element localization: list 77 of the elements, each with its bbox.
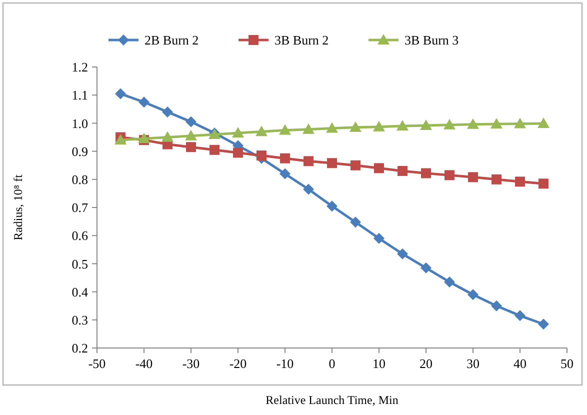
point [468, 289, 478, 300]
point [444, 118, 456, 130]
y-tick-label: 0.8 [72, 172, 88, 187]
point [350, 121, 362, 132]
y-tick-label: 1.2 [72, 60, 88, 75]
y-tick-label: 0.6 [72, 228, 88, 244]
point [538, 117, 550, 128]
point [186, 116, 196, 128]
x-tick-label: 30 [466, 356, 480, 371]
point [374, 163, 384, 174]
x-tick-label: -30 [182, 356, 200, 371]
point [492, 174, 502, 184]
point [186, 142, 196, 152]
point [210, 144, 220, 155]
point [162, 106, 173, 118]
point [374, 232, 384, 244]
point [350, 160, 360, 170]
point [280, 168, 290, 180]
point [396, 120, 408, 131]
point [256, 150, 266, 161]
point [138, 132, 150, 144]
x-tick-label: -50 [88, 356, 106, 371]
point [114, 134, 126, 145]
point [397, 248, 408, 260]
point [538, 178, 548, 189]
point [514, 118, 526, 128]
x-tick-label: -20 [229, 356, 247, 371]
x-tick-label: 50 [560, 356, 574, 371]
point [115, 88, 126, 100]
point [304, 156, 314, 166]
x-tick-label: -40 [135, 356, 153, 371]
x-tick-label: -10 [276, 356, 294, 371]
legend-label: 2B Burn 2 [144, 32, 199, 48]
point [538, 318, 549, 330]
point [491, 300, 502, 312]
x-tick-label: 0 [328, 356, 336, 371]
y-tick-label: 0.5 [72, 256, 88, 272]
point [420, 262, 432, 274]
point [490, 118, 502, 129]
y-tick-label: 0.4 [72, 284, 88, 300]
point [373, 120, 385, 132]
point [138, 96, 150, 108]
point [420, 119, 432, 130]
point [467, 118, 479, 129]
point [280, 153, 290, 164]
point [326, 200, 338, 212]
x-tick-label: 10 [372, 356, 386, 371]
y-tick-label: 0.9 [72, 144, 88, 159]
point [468, 172, 478, 182]
point [162, 131, 174, 142]
point [398, 166, 408, 176]
point [279, 124, 291, 135]
y-tick-label: 1.1 [72, 88, 88, 103]
y-tick-label: 0.2 [72, 340, 88, 356]
point [515, 176, 525, 187]
legend-label: 3B Burn 3 [404, 32, 459, 48]
point [302, 123, 314, 134]
x-tick-label: 20 [420, 356, 432, 371]
point [444, 276, 455, 288]
point [444, 170, 454, 180]
x-tick-label: 40 [514, 356, 526, 371]
point [233, 148, 243, 158]
point [185, 130, 197, 140]
point [350, 216, 361, 228]
y-tick-label: 0.7 [72, 200, 88, 216]
point [327, 158, 337, 168]
point [514, 310, 526, 322]
y-axis-title: Radius, 10⁸ ft [11, 174, 25, 240]
x-axis-title: Relative Launch Time, Min [266, 393, 398, 407]
legend-label: 3B Burn 2 [274, 32, 329, 48]
y-tick-label: 0.3 [72, 312, 88, 328]
point [232, 127, 244, 138]
point [421, 168, 431, 178]
point [326, 122, 338, 133]
y-tick-label: 1.0 [72, 116, 88, 131]
point [303, 184, 314, 195]
point [256, 126, 268, 136]
